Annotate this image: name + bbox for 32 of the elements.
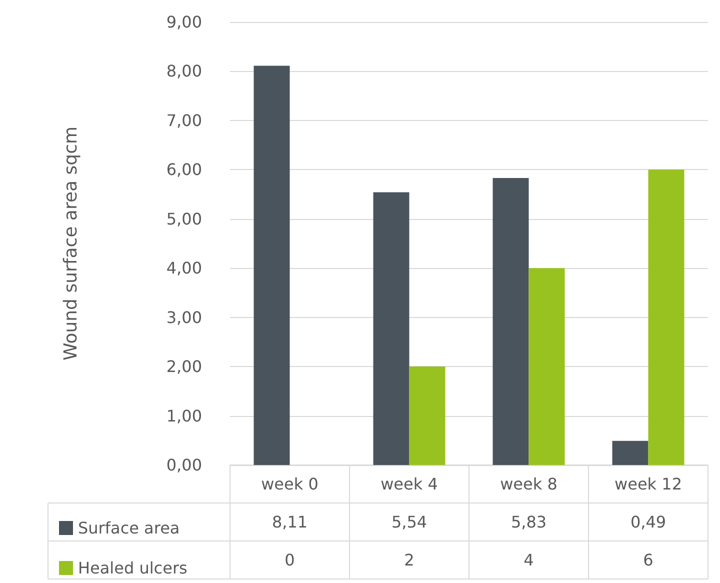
data-label: 8,11 [272,512,308,532]
y-tick-label: 3,00 [166,308,202,327]
bar [373,192,410,465]
x-tick-label: week 0 [261,474,318,494]
data-label: 2 [404,550,414,570]
x-tick-label: week 4 [380,474,438,494]
data-label: 6 [643,550,654,570]
y-tick-label: 4,00 [166,258,202,278]
bar [648,170,684,465]
bar [492,178,529,465]
data-label: 5,83 [510,512,547,532]
y-tick-label: 6,00 [166,160,202,180]
bar [528,268,565,465]
data-label: 4 [524,550,534,570]
legend-label: Healed ulcers [78,558,188,578]
x-tick-label: week 12 [614,474,682,494]
legend-label: Surface area [78,518,180,538]
y-tick-label: 8,00 [166,62,202,81]
data-label: 0 [284,550,295,570]
x-tick-label: week 8 [500,474,558,494]
y-tick-label: 9,00 [166,12,202,32]
y-tick-label: 0,00 [166,456,202,474]
bar [612,440,648,465]
y-tick-label: 5,00 [166,209,202,228]
y-axis-title: Wound surface area sqcm [60,126,82,361]
y-tick-label: 7,00 [166,110,202,130]
bar [409,366,446,465]
y-tick-label: 1,00 [166,406,202,426]
data-label: 5,54 [391,512,428,532]
data-label: 0,49 [630,512,666,532]
bar [254,66,290,465]
y-tick-label: 2,00 [166,357,202,376]
